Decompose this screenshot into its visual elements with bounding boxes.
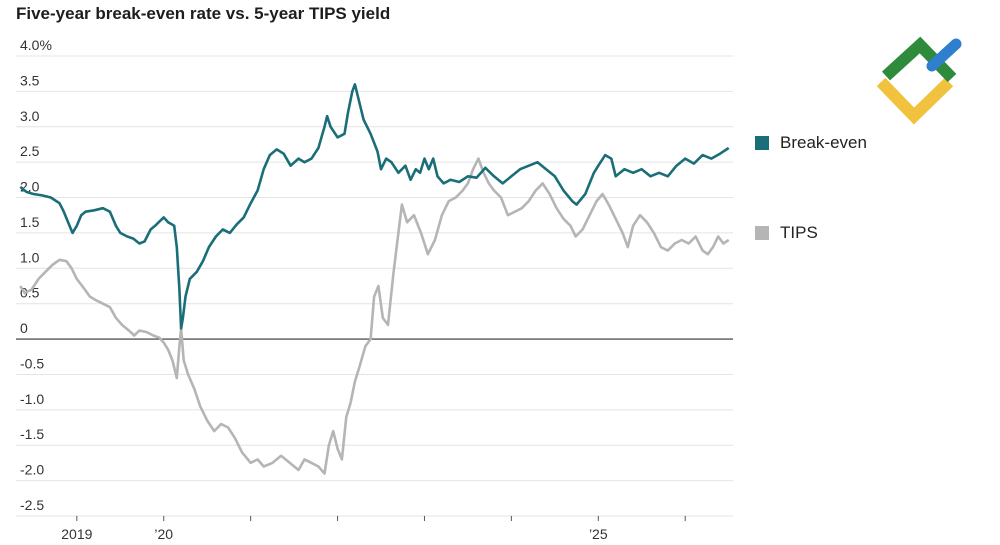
y-tick-label: 0.5 (20, 285, 40, 301)
y-tick-label: -2.5 (20, 497, 44, 513)
y-tick-label: 4.0% (20, 37, 52, 53)
x-tick-label: 2019 (61, 526, 92, 542)
brand-logo-icon (876, 36, 962, 125)
y-tick-label: 3.0 (20, 108, 40, 124)
x-tick-label: ’25 (589, 526, 608, 542)
y-tick-label: -1.0 (20, 391, 44, 407)
y-tick-label: -2.0 (20, 462, 44, 478)
series-lines (19, 83, 730, 475)
y-tick-label: 1.0 (20, 249, 40, 265)
legend-label: Break-even (780, 133, 867, 152)
y-tick-label: 0 (20, 320, 28, 336)
legend-swatch (755, 136, 769, 150)
y-tick-label: -1.5 (20, 426, 44, 442)
x-axis-ticks: 2019 ’20 ’25 (61, 516, 686, 542)
legend-label: TIPS (780, 223, 818, 242)
y-tick-label: 3.5 (20, 72, 40, 88)
chart-title: Five-year break-even rate vs. 5-year TIP… (16, 4, 391, 23)
legend: Break-even TIPS (755, 133, 867, 242)
grid-lines (16, 55, 733, 517)
y-tick-label: -0.5 (20, 355, 44, 371)
series-line-tips (19, 157, 730, 475)
y-tick-label: 1.5 (20, 214, 40, 230)
legend-swatch (755, 226, 769, 240)
x-tick-label: ’20 (154, 526, 173, 542)
series-line-break-even (19, 83, 730, 330)
y-axis-ticks: 4.0%3.53.02.52.01.51.00.50-0.5-1.0-1.5-2… (20, 37, 52, 513)
y-tick-label: 2.5 (20, 143, 40, 159)
